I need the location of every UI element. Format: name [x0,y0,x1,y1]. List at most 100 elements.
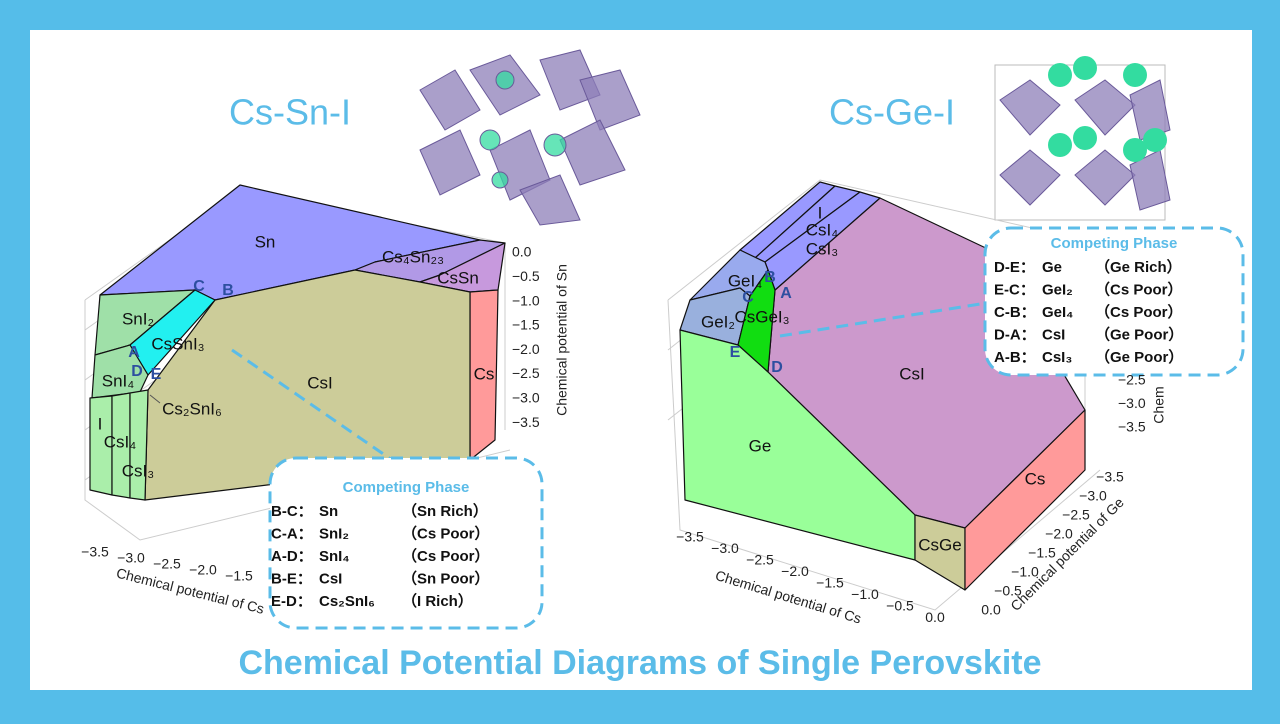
point-label: C [742,289,754,306]
legend-phase: GeI₄ [1042,304,1073,321]
legend-box [268,456,544,630]
point-label: B [222,282,234,299]
z-tick-label: −1.0 [512,292,540,308]
main-title: Chemical Potential Diagrams of Single Pe… [238,644,1041,682]
legend-condition: （Cs Poor） [1095,280,1183,298]
x-tick-label: −3.5 [81,544,109,560]
region-label: I [98,414,103,433]
legend-pair: D-A： [994,326,1036,343]
region-label: SnI₂ [122,309,154,328]
y-tick-label: −1.0 [1011,564,1039,580]
legend-pair: C-A： [271,525,313,542]
legend-phase: Sn [319,503,338,520]
region-label: I [818,203,823,222]
legend-pair: A-D： [271,548,313,565]
region-label: Cs [474,364,495,383]
panel-title: Cs-Ge-I [829,92,955,133]
region-label: Cs₄Sn₂₃ [382,247,444,266]
region-label: CsI₄ [104,432,137,451]
region-label: CsI₃ [122,461,154,480]
x-tick-label: −2.0 [781,563,809,579]
legend-condition: （Ge Rich） [1095,258,1182,276]
z-tick-label: −3.5 [512,414,540,430]
z-axis-label: Chem [1151,386,1167,423]
legend-pair: E-D： [271,593,312,610]
legend-condition: （I Rich） [402,592,473,610]
legend-title: Competing Phase [343,479,470,496]
legend-box [983,226,1245,377]
z-tick-label: −2.5 [512,365,540,381]
z-tick-label: −3.0 [1118,395,1146,411]
x-tick-label: −3.0 [711,540,739,556]
crystal-left [419,49,641,226]
region-label: CsSnI₃ [151,334,204,353]
region-label: SnI₄ [102,371,135,390]
legend-condition: （Ge Poor） [1095,348,1183,366]
point-label: A [128,344,140,361]
region-label: CsGeI₃ [734,307,789,326]
z-tick-label: −1.5 [512,317,540,333]
y-tick-label: −2.0 [1045,526,1073,542]
region-label: CsI₃ [806,239,838,258]
x-tick-label: −1.0 [851,586,879,602]
y-tick-label: −2.5 [1062,507,1090,523]
legend-pair: C-B： [994,304,1036,321]
region-label: Sn [255,232,276,251]
region-label: Cs [1025,469,1046,488]
x-tick-label: −2.5 [153,556,181,572]
x-tick-label: −2.5 [746,552,774,568]
legend-phase: CsI₃ [1042,349,1072,366]
y-tick-label: −3.0 [1079,488,1107,504]
region-label: CsI [899,364,925,383]
x-tick-label: −1.5 [816,575,844,591]
point-label: B [764,269,776,286]
region-label: GeI₄ [728,271,762,290]
legend-pair: D-E： [994,259,1035,276]
z-axis-label: Chemical potential of Sn [554,264,570,416]
region-label: Ge [749,436,772,455]
z-tick-label: −0.5 [512,268,540,284]
diagram-left [84,184,544,630]
legend-condition: （Ge Poor） [1095,325,1183,343]
x-tick-label: −2.0 [189,562,217,578]
legend-condition: （Sn Poor） [402,569,490,587]
legend-phase: CsI [1042,326,1065,343]
point-label: D [131,363,143,380]
z-tick-label: −2.0 [512,341,540,357]
z-tick-label: −2.5 [1118,372,1146,388]
region-label: CsSn [437,268,479,287]
region-label: CsI₄ [806,220,839,239]
legend-phase: Cs₂SnI₆ [319,593,375,610]
y-tick-label: −1.5 [1028,545,1056,561]
legend-title: Competing Phase [1051,235,1178,252]
legend-pair: B-E： [271,570,312,587]
z-tick-label: 0.0 [512,244,532,260]
legend-condition: （Cs Poor） [402,547,490,565]
legend-condition: （Cs Poor） [402,524,490,542]
legend-phase: GeI₂ [1042,281,1073,298]
x-tick-label: −1.5 [225,568,253,584]
legend-condition: （Cs Poor） [1095,303,1183,321]
legend-phase: SnI₄ [319,548,349,565]
point-label: C [193,278,205,295]
diagram-right [667,179,1245,611]
region-label: Cs₂SnI₆ [162,399,222,418]
z-tick-label: −3.0 [512,390,540,406]
x-tick-label: −3.0 [117,550,145,566]
legend-phase: SnI₂ [319,525,349,542]
region-label: GeI₂ [701,312,735,331]
region-label: CsGe [918,535,961,554]
point-label: E [151,366,162,383]
y-tick-label: −0.5 [994,583,1022,599]
x-tick-label: −0.5 [886,598,914,614]
region-label: CsI [307,373,333,392]
point-label: D [771,359,783,376]
legend-pair: E-C： [994,281,1035,298]
x-tick-label: 0.0 [925,609,945,625]
point-label: A [780,285,792,302]
legend-phase: CsI [319,570,342,587]
legend-pair: A-B： [994,349,1036,366]
y-tick-label: −3.5 [1096,469,1124,485]
crystal-right [994,56,1171,221]
